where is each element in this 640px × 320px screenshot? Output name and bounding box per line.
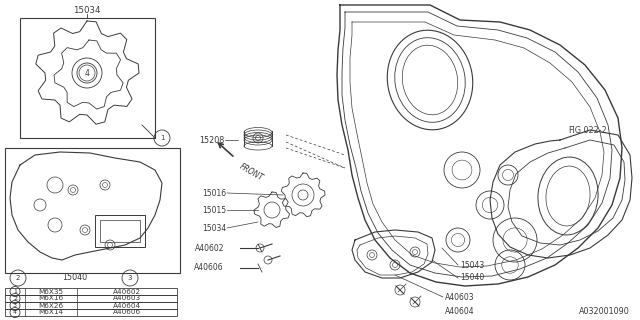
- Text: 15034: 15034: [73, 5, 100, 14]
- Text: 15040: 15040: [63, 274, 88, 283]
- Text: 15016: 15016: [202, 188, 226, 197]
- Text: 4: 4: [84, 68, 90, 77]
- Text: A40604: A40604: [113, 302, 141, 308]
- Text: 2: 2: [13, 296, 17, 301]
- Text: A40606: A40606: [113, 309, 141, 316]
- Text: FRONT: FRONT: [238, 162, 265, 183]
- Bar: [95, 215, 145, 247]
- Text: M6X14: M6X14: [38, 309, 63, 316]
- Bar: [5, 309, 177, 316]
- Bar: [5, 302, 177, 309]
- Text: 4: 4: [13, 310, 17, 315]
- Text: FIG.022-2: FIG.022-2: [568, 125, 607, 134]
- Text: 1: 1: [160, 135, 164, 141]
- Text: A40606: A40606: [195, 263, 224, 273]
- Text: A40604: A40604: [445, 308, 475, 316]
- Text: 15034: 15034: [202, 223, 226, 233]
- Text: 15043: 15043: [460, 260, 484, 269]
- Bar: [5, 288, 177, 295]
- Text: A032001090: A032001090: [579, 308, 630, 316]
- Bar: [5, 295, 177, 302]
- Bar: [20, 18, 155, 138]
- Text: M6X16: M6X16: [38, 295, 63, 301]
- Text: 15208: 15208: [199, 135, 224, 145]
- Bar: [5, 148, 180, 273]
- Text: M6X35: M6X35: [38, 289, 63, 294]
- Text: 1: 1: [13, 289, 17, 294]
- Text: 3: 3: [128, 275, 132, 281]
- Text: A40603: A40603: [113, 295, 141, 301]
- Text: A40603: A40603: [445, 292, 475, 301]
- Text: 2: 2: [16, 275, 20, 281]
- Text: 15015: 15015: [202, 205, 226, 214]
- Text: A40602: A40602: [195, 244, 224, 252]
- Text: A40602: A40602: [113, 289, 141, 294]
- Text: 3: 3: [13, 303, 17, 308]
- Text: M6X26: M6X26: [38, 302, 63, 308]
- Bar: [100, 220, 140, 242]
- Text: 15040: 15040: [460, 274, 484, 283]
